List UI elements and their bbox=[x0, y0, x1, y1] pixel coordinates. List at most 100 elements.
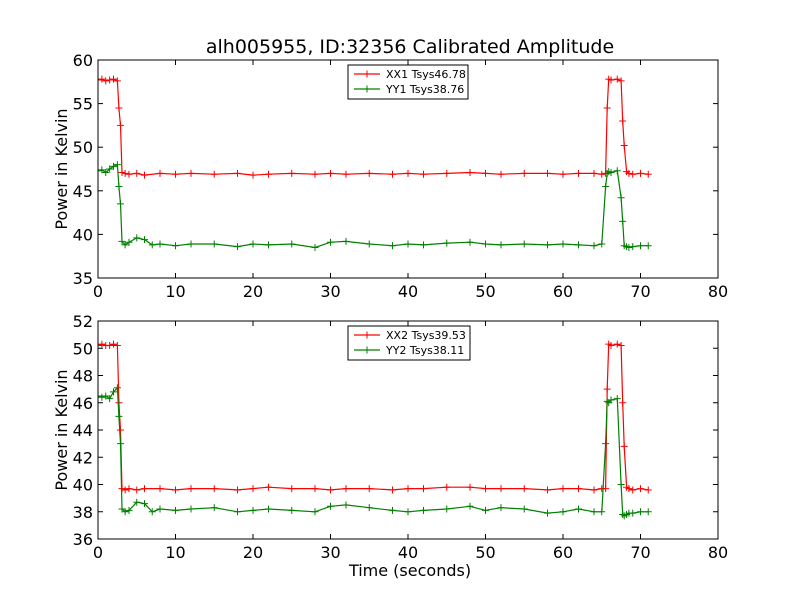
data-point bbox=[121, 241, 129, 249]
x-tick-label: 80 bbox=[708, 543, 728, 562]
x-tick-label: 20 bbox=[243, 543, 263, 562]
data-point bbox=[559, 485, 567, 493]
data-point bbox=[404, 485, 412, 493]
data-point bbox=[327, 486, 334, 494]
data-point bbox=[133, 498, 141, 506]
data-point bbox=[497, 485, 505, 493]
data-point bbox=[249, 171, 257, 179]
data-point bbox=[106, 342, 114, 350]
data-point bbox=[389, 486, 396, 494]
data-point bbox=[602, 182, 610, 190]
x-tick-label: 10 bbox=[165, 543, 185, 562]
data-point bbox=[115, 412, 123, 420]
data-point bbox=[342, 501, 350, 509]
data-point bbox=[110, 340, 117, 348]
data-point bbox=[629, 243, 637, 251]
data-point bbox=[118, 237, 126, 245]
data-point bbox=[629, 170, 637, 178]
data-point bbox=[234, 243, 241, 251]
data-point bbox=[342, 170, 350, 178]
data-point bbox=[172, 486, 179, 494]
x-tick-label: 50 bbox=[475, 543, 495, 562]
series-line-yy2 bbox=[98, 386, 649, 517]
data-point bbox=[327, 169, 334, 177]
legend-box bbox=[347, 64, 469, 100]
legend-marker bbox=[363, 346, 371, 354]
data-point bbox=[644, 486, 652, 494]
data-point bbox=[121, 486, 129, 494]
data-point bbox=[603, 104, 611, 112]
data-point bbox=[125, 506, 133, 514]
y-tick-label: 50 bbox=[73, 138, 93, 157]
data-point bbox=[265, 483, 272, 491]
x-tick-label: 30 bbox=[320, 282, 340, 301]
data-point bbox=[644, 508, 652, 516]
data-point bbox=[559, 240, 567, 248]
data-point bbox=[590, 169, 598, 177]
data-point bbox=[544, 241, 551, 249]
data-point bbox=[288, 240, 296, 248]
data-point bbox=[625, 485, 633, 493]
data-point bbox=[148, 508, 156, 516]
data-point bbox=[575, 169, 582, 177]
data-point bbox=[613, 395, 621, 403]
data-point bbox=[602, 440, 610, 448]
y-tick-label: 52 bbox=[73, 312, 93, 331]
data-point bbox=[110, 75, 117, 83]
data-point bbox=[311, 243, 319, 251]
x-tick-label: 30 bbox=[320, 543, 340, 562]
data-point bbox=[133, 234, 141, 242]
data-point bbox=[98, 393, 106, 401]
data-point bbox=[559, 170, 567, 178]
data-point bbox=[520, 169, 528, 177]
data-point bbox=[125, 170, 133, 178]
data-point bbox=[234, 486, 241, 494]
x-tick-label: 40 bbox=[398, 543, 418, 562]
legend-marker bbox=[363, 70, 371, 78]
data-point bbox=[613, 167, 621, 175]
y-tick-label: 42 bbox=[73, 448, 93, 467]
y-tick-label: 36 bbox=[73, 530, 93, 549]
data-point bbox=[342, 237, 350, 245]
data-point bbox=[133, 486, 141, 494]
data-point bbox=[133, 169, 141, 177]
data-point bbox=[497, 504, 505, 512]
legend: XX2 Tsys39.53 YY2 Tsys38.11 bbox=[347, 325, 471, 361]
data-point bbox=[620, 141, 628, 149]
data-point bbox=[113, 77, 121, 85]
x-tick-label: 20 bbox=[243, 282, 263, 301]
x-tick-label: 10 bbox=[165, 282, 185, 301]
data-point bbox=[590, 242, 598, 250]
series-group bbox=[98, 340, 652, 520]
data-point bbox=[365, 240, 373, 248]
data-point bbox=[115, 399, 123, 407]
data-point bbox=[98, 392, 102, 400]
data-point bbox=[110, 388, 117, 396]
data-point bbox=[98, 75, 106, 83]
data-point bbox=[106, 165, 114, 173]
y-tick-label: 40 bbox=[73, 476, 93, 495]
y-tick-label: 45 bbox=[73, 182, 93, 201]
y-tick-label: 48 bbox=[73, 367, 93, 386]
data-point bbox=[544, 509, 551, 517]
data-point bbox=[141, 500, 148, 508]
data-point bbox=[404, 240, 412, 248]
data-point bbox=[404, 508, 412, 516]
data-point bbox=[156, 240, 164, 248]
data-point bbox=[156, 169, 164, 177]
y-axis-label: Power in Kelvin bbox=[52, 369, 71, 490]
data-point bbox=[482, 240, 489, 248]
data-point bbox=[115, 104, 123, 112]
x-axis-label: Time (seconds) bbox=[348, 561, 471, 580]
data-point bbox=[98, 167, 102, 175]
data-point bbox=[544, 169, 551, 177]
legend-marker bbox=[363, 331, 371, 339]
y-tick-label: 35 bbox=[73, 269, 93, 288]
data-point bbox=[98, 342, 102, 350]
data-point bbox=[265, 505, 272, 513]
data-point bbox=[520, 505, 528, 513]
data-point bbox=[113, 161, 121, 169]
data-point bbox=[420, 506, 427, 514]
legend-label: XX2 Tsys39.53 bbox=[386, 329, 466, 342]
data-point bbox=[187, 169, 195, 177]
